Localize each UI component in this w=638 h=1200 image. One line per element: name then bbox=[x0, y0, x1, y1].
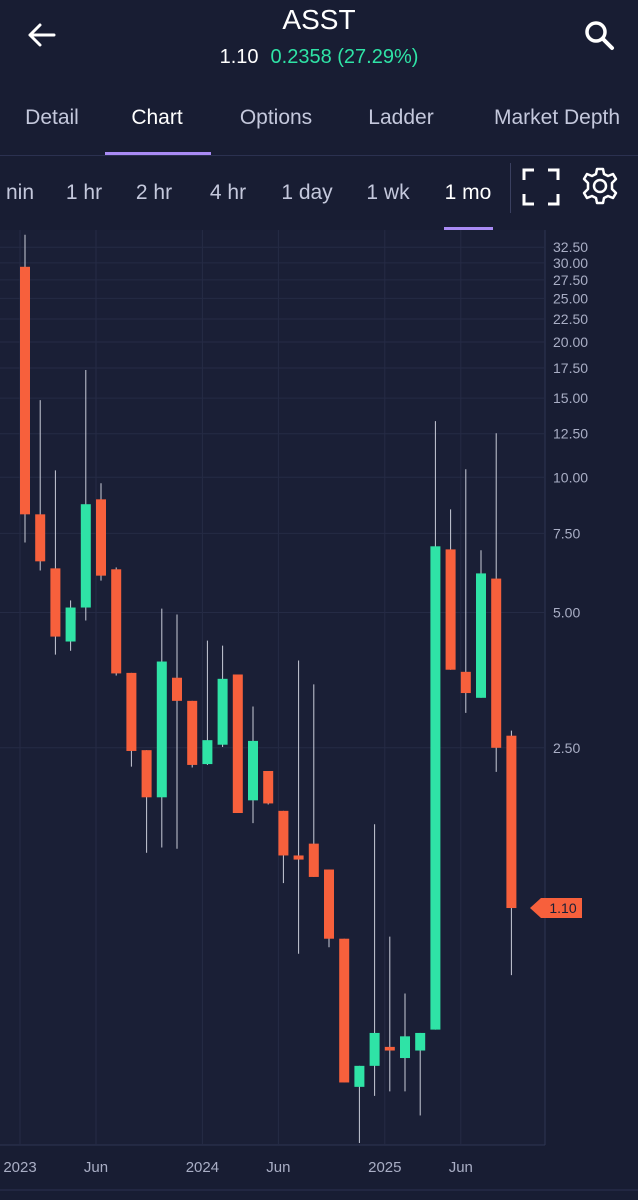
candle-body bbox=[445, 549, 456, 670]
interval-option[interactable]: nin bbox=[5, 181, 35, 204]
candle-body bbox=[35, 514, 46, 562]
candle-body bbox=[111, 569, 122, 674]
candle-body bbox=[339, 938, 350, 1083]
candle-body bbox=[20, 266, 30, 515]
candle-body bbox=[278, 810, 289, 856]
tab[interactable]: Chart bbox=[131, 106, 183, 129]
y-tick-label: 15.00 bbox=[553, 390, 588, 406]
y-tick-label: 30.00 bbox=[553, 255, 588, 271]
last-price-tag bbox=[530, 898, 582, 919]
candle-body bbox=[202, 740, 213, 765]
y-tick-label: 12.50 bbox=[553, 426, 588, 442]
price-change: 0.2358 (27.29%) bbox=[270, 46, 419, 68]
y-tick-label: 2.50 bbox=[553, 740, 580, 756]
candle-body bbox=[506, 735, 517, 909]
candle-body bbox=[50, 568, 61, 637]
tab[interactable]: Detail bbox=[25, 106, 79, 129]
candle-body bbox=[491, 578, 502, 748]
candle-body bbox=[156, 661, 167, 798]
settings-button[interactable] bbox=[580, 166, 620, 206]
divider bbox=[510, 163, 511, 213]
interval-option[interactable]: 1 mo bbox=[444, 181, 492, 204]
candle-body bbox=[232, 674, 243, 814]
fullscreen-button[interactable] bbox=[522, 168, 560, 206]
y-tick-label: 20.00 bbox=[553, 334, 588, 350]
active-interval-indicator bbox=[444, 227, 493, 230]
interval-option[interactable]: 1 day bbox=[281, 181, 333, 204]
candle-body bbox=[172, 677, 182, 701]
back-button[interactable] bbox=[24, 20, 58, 50]
candle-body bbox=[293, 855, 304, 860]
candle-body bbox=[354, 1065, 365, 1087]
x-tick-label: Jun bbox=[84, 1159, 108, 1176]
x-tick-label: Jun bbox=[266, 1159, 290, 1176]
last-price-label: 1.10 bbox=[549, 900, 576, 916]
tab[interactable]: Market Depth bbox=[493, 106, 621, 129]
search-button[interactable] bbox=[582, 18, 618, 52]
candle-body bbox=[369, 1032, 380, 1066]
candle-body bbox=[80, 504, 91, 608]
candle-body bbox=[96, 499, 106, 576]
y-tick-label: 17.50 bbox=[553, 360, 588, 376]
candle-body bbox=[217, 678, 228, 745]
candle-body bbox=[126, 672, 137, 751]
y-tick-label: 7.50 bbox=[553, 525, 580, 541]
y-tick-label: 25.00 bbox=[553, 290, 588, 306]
candle-body bbox=[476, 573, 486, 698]
tab[interactable]: Ladder bbox=[368, 106, 434, 129]
candle-body bbox=[384, 1046, 395, 1051]
y-tick-label: 32.50 bbox=[553, 239, 588, 255]
active-tab-indicator bbox=[105, 152, 211, 155]
candle-body bbox=[324, 869, 334, 939]
candle-body bbox=[263, 770, 274, 804]
candle-body bbox=[430, 546, 441, 1030]
candle-body bbox=[65, 607, 76, 642]
divider bbox=[0, 155, 638, 156]
candle-body bbox=[248, 740, 258, 801]
candle-body bbox=[415, 1032, 426, 1051]
interval-option[interactable]: 2 hr bbox=[135, 181, 173, 204]
y-tick-label: 10.00 bbox=[553, 469, 588, 485]
candle-body bbox=[308, 843, 319, 877]
interval-option[interactable]: 1 hr bbox=[65, 181, 103, 204]
y-tick-label: 5.00 bbox=[553, 605, 580, 621]
y-tick-label: 27.50 bbox=[553, 272, 588, 288]
tab[interactable]: Options bbox=[239, 106, 313, 129]
interval-option[interactable]: 4 hr bbox=[209, 181, 247, 204]
x-tick-label: 2023 bbox=[3, 1159, 36, 1176]
x-tick-label: Jun bbox=[449, 1159, 473, 1176]
candle-body bbox=[187, 700, 198, 765]
symbol-title: ASST bbox=[282, 4, 356, 35]
plot-area bbox=[0, 230, 545, 1145]
price: 1.10 bbox=[219, 46, 259, 68]
candle-body bbox=[460, 671, 471, 694]
x-tick-label: 2024 bbox=[186, 1159, 219, 1176]
x-tick-label: 2025 bbox=[368, 1159, 401, 1176]
candle-body bbox=[141, 750, 152, 798]
interval-option[interactable]: 1 wk bbox=[366, 181, 410, 204]
candle-body bbox=[400, 1036, 410, 1059]
quote: 1.10 0.2358 (27.29%) bbox=[0, 46, 638, 69]
y-tick-label: 22.50 bbox=[553, 311, 588, 327]
